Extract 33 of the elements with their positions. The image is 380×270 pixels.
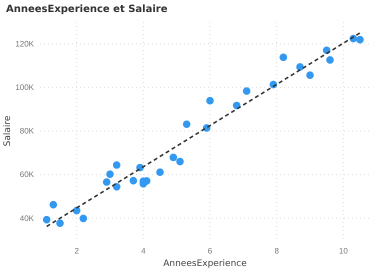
point (182, 120, 190, 128)
point (112, 183, 120, 191)
point (326, 56, 334, 64)
point (176, 158, 184, 166)
point (280, 54, 288, 62)
chart-title: AnneesExperience et Salaire (6, 4, 168, 15)
x-tick-label: 8 (274, 246, 280, 256)
point (242, 87, 250, 95)
point (206, 96, 214, 104)
point (102, 178, 110, 186)
y-axis-title: Salaire (3, 115, 13, 146)
y-tick-label: 120K (15, 39, 35, 48)
y-tick-label: 40K (20, 214, 35, 223)
point (170, 154, 178, 162)
x-tick-label: 4 (141, 246, 146, 256)
y-tick-label: 80K (20, 126, 35, 136)
point (296, 63, 304, 71)
point (50, 200, 58, 208)
y-tick-label: 100K (15, 82, 35, 92)
x-tick-label: 6 (208, 246, 213, 256)
x-tick-label: 10 (338, 246, 348, 256)
point (156, 168, 164, 176)
point (56, 219, 64, 228)
point (42, 216, 50, 224)
point (80, 214, 88, 222)
y-tick-label: 60K (20, 170, 35, 180)
x-tick-label: 2 (74, 246, 80, 256)
point (306, 71, 314, 79)
point (130, 176, 138, 185)
x-axis-title: AnneesExperience (163, 259, 248, 269)
point (356, 36, 364, 44)
point (112, 161, 120, 169)
point (106, 170, 114, 178)
